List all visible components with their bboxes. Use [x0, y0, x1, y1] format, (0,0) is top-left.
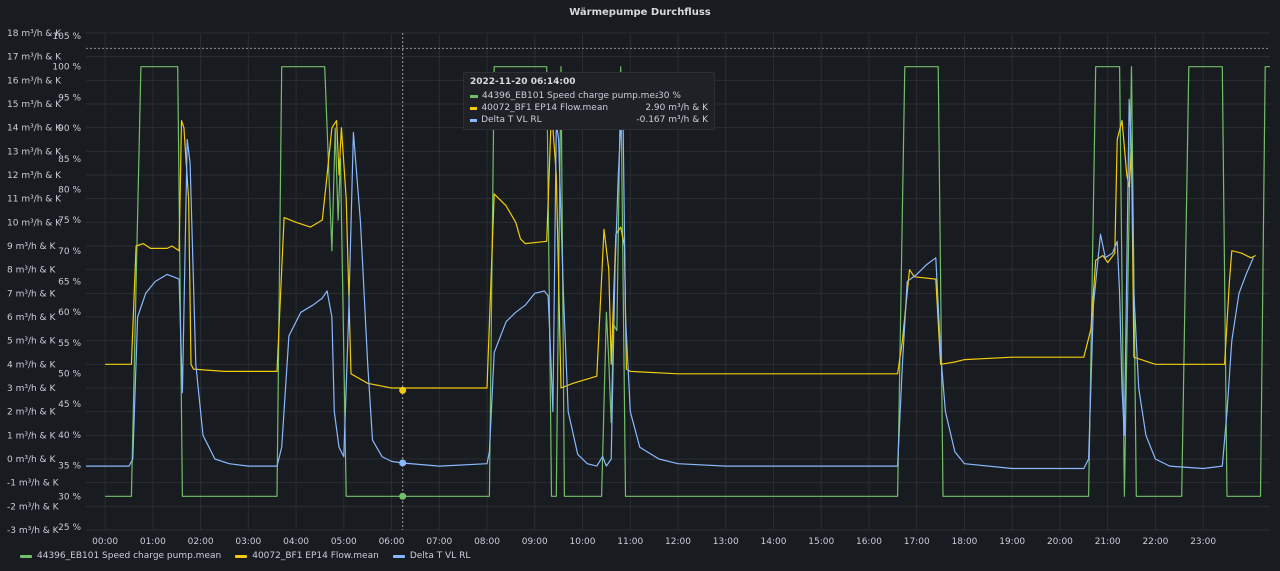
tooltip-row: 40072_BF1 EP14 Flow.mean 2.90 m³/h & K [470, 102, 708, 114]
time-series-chart[interactable]: 18 m³/h & K 17 m³/h & K 16 m³/h & K 15 m³/h… [0, 0, 1280, 545]
legend-swatch [235, 554, 248, 558]
x-tick-label: 00:00 [92, 537, 118, 545]
y-left-tick-label: 7 m³/h & K [7, 289, 56, 299]
y-left-tick-label: 3 m³/h & K [7, 384, 56, 394]
y-left-tick-label: 16 m³/h & K [7, 76, 62, 86]
y-left-tick-label: -1 m³/h & K [7, 479, 60, 489]
hover-point-pump-speed [399, 492, 407, 500]
x-tick-label: 09:00 [522, 537, 548, 545]
x-tick-label: 15:00 [808, 537, 834, 545]
legend-item-flow[interactable]: 40072_BF1 EP14 Flow.mean [235, 551, 379, 561]
legend-swatch [20, 554, 32, 558]
tooltip-row: Delta T VL RL -0.167 m³/h & K [470, 114, 708, 126]
y-right-tick-label: 85 % [58, 155, 81, 165]
y-right-tick-label: 40 % [58, 431, 81, 441]
y-right-tick-label: 50 % [58, 370, 81, 380]
y-left-tick-label: 4 m³/h & K [7, 360, 56, 370]
y-left-tick-label: 10 m³/h & K [7, 218, 62, 228]
tooltip-series-name: 40072_BF1 EP14 Flow.mean [481, 103, 609, 113]
tooltip-series-value: 2.90 m³/h & K [645, 103, 708, 113]
hover-tooltip: 2022-11-20 06:14:00 44396_EB101 Speed ch… [463, 72, 715, 130]
y-left-tick-label: 5 m³/h & K [7, 337, 56, 347]
y-right-tick-label: 105 % [52, 32, 81, 42]
legend-label: 40072_BF1 EP14 Flow.mean [252, 551, 379, 561]
y-left-tick-label: 11 m³/h & K [7, 195, 62, 205]
x-tick-label: 17:00 [904, 537, 930, 545]
y-right-tick-label: 55 % [58, 339, 81, 349]
tooltip-time: 2022-11-20 06:14:00 [470, 77, 576, 87]
legend-label: Delta T VL RL [409, 551, 471, 561]
x-tick-label: 19:00 [999, 537, 1025, 545]
y-left-tick-label: 15 m³/h & K [7, 100, 62, 110]
tooltip-row: 44396_EB101 Speed charge pump.mean 30 % [470, 90, 708, 102]
series-line-flow [105, 108, 1256, 389]
y-right-tick-label: 60 % [58, 308, 81, 318]
y-right-tick-label: 30 % [58, 492, 81, 502]
hover-point-delta-t [399, 459, 407, 467]
y-left-tick-label: 8 m³/h & K [7, 266, 56, 276]
y-left-tick-label: 12 m³/h & K [7, 171, 62, 181]
tooltip-series-name: 44396_EB101 Speed charge pump.mean [482, 91, 658, 101]
tooltip-series-value: 30 % [658, 91, 681, 101]
y-right-tick-label: 25 % [58, 523, 81, 533]
x-tick-label: 11:00 [617, 537, 643, 545]
series-color-swatch [470, 94, 478, 98]
x-tick-label: 18:00 [951, 537, 977, 545]
x-tick-label: 12:00 [665, 537, 691, 545]
y-left-tick-label: 9 m³/h & K [7, 242, 56, 252]
y-left-tick-label: 18 m³/h & K [7, 29, 62, 39]
legend-swatch [392, 554, 405, 558]
x-tick-label: 07:00 [426, 537, 452, 545]
y-left-tick-label: 17 m³/h & K [7, 53, 62, 63]
y-left-tick-label: 13 m³/h & K [7, 147, 62, 157]
x-tick-label: 08:00 [474, 537, 500, 545]
y-right-tick-label: 35 % [58, 462, 81, 472]
legend-item-pump-speed[interactable]: 44396_EB101 Speed charge pump.mean [20, 551, 221, 561]
x-tick-label: 06:00 [379, 537, 405, 545]
y-right-tick-label: 75 % [58, 216, 81, 226]
y-left-tick-label: -3 m³/h & K [7, 526, 60, 536]
tooltip-series-name: Delta T VL RL [481, 115, 542, 125]
y-left-tick-label: 0 m³/h & K [7, 455, 56, 465]
series-line-delta-t [86, 98, 1254, 470]
y-right-tick-label: 70 % [58, 247, 81, 257]
y-left-tick-label: 2 m³/h & K [7, 408, 56, 418]
x-tick-label: 21:00 [1095, 537, 1121, 545]
x-tick-label: 05:00 [331, 537, 357, 545]
y-right-tick-label: 100 % [52, 63, 81, 73]
x-tick-label: 23:00 [1190, 537, 1216, 545]
y-right-tick-label: 45 % [58, 400, 81, 410]
y-left-tick-label: 6 m³/h & K [7, 313, 56, 323]
y-right-tick-label: 65 % [58, 278, 81, 288]
x-tick-label: 01:00 [140, 537, 166, 545]
x-tick-label: 04:00 [283, 537, 309, 545]
y-right-tick-label: 90 % [58, 124, 81, 134]
x-tick-label: 20:00 [1047, 537, 1073, 545]
x-tick-label: 22:00 [1142, 537, 1168, 545]
y-left-tick-label: -2 m³/h & K [7, 502, 60, 512]
hover-point-flow [399, 386, 407, 394]
legend-label: 44396_EB101 Speed charge pump.mean [37, 551, 222, 561]
x-tick-label: 14:00 [761, 537, 787, 545]
x-tick-label: 13:00 [713, 537, 739, 545]
x-tick-label: 03:00 [235, 537, 261, 545]
y-left-tick-label: 14 m³/h & K [7, 124, 62, 134]
series-color-swatch [470, 118, 478, 122]
tooltip-series-value: -0.167 m³/h & K [636, 115, 708, 125]
y-right-tick-label: 80 % [58, 185, 81, 195]
legend-item-delta-t[interactable]: Delta T VL RL [392, 551, 471, 561]
series-color-swatch [470, 106, 478, 110]
chart-legend: 44396_EB101 Speed charge pump.mean 40072… [20, 549, 470, 563]
x-tick-label: 16:00 [856, 537, 882, 545]
y-right-tick-label: 95 % [58, 93, 81, 103]
panel-title: Wärmepumpe Durchfluss [569, 7, 711, 18]
x-tick-label: 10:00 [570, 537, 596, 545]
x-tick-label: 02:00 [188, 537, 214, 545]
y-left-tick-label: 1 m³/h & K [7, 431, 56, 441]
